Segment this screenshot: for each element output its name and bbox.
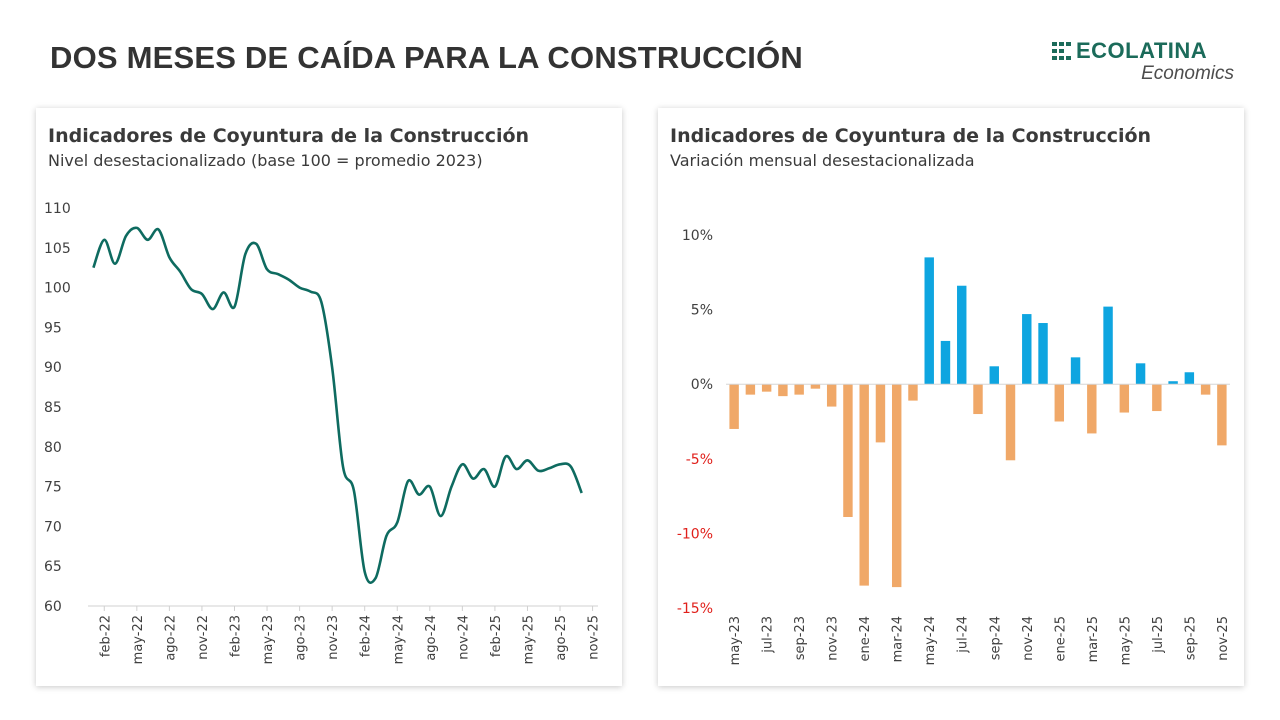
variation-chart-subtitle: Variación mensual desestacionalizada: [670, 151, 975, 170]
variation-bar: [1135, 363, 1146, 385]
y-tick-label: 90: [44, 360, 62, 376]
x-tick-label: ene-24: [858, 616, 873, 661]
level-chart-card: Indicadores de Coyuntura de la Construcc…: [36, 108, 622, 686]
y-tick-label: 70: [44, 519, 62, 535]
x-tick-label: sep-23: [793, 616, 808, 660]
variation-bar: [859, 384, 869, 586]
variation-bar: [989, 366, 999, 385]
x-tick-label: jul-24: [956, 616, 971, 654]
x-tick-label: sep-24: [988, 616, 1003, 660]
x-tick-label: nov-23: [326, 615, 341, 660]
variation-chart-title: Indicadores de Coyuntura de la Construcc…: [670, 125, 1152, 147]
x-tick-label: jul-25: [1151, 616, 1166, 654]
y-tick-label: 0%: [691, 377, 713, 393]
y-tick-label: -15%: [677, 601, 713, 617]
x-tick-label: jul-23: [761, 616, 776, 654]
y-tick-label: 105: [44, 241, 71, 257]
x-tick-label: ago-23: [294, 615, 309, 661]
y-tick-label: 60: [44, 599, 62, 615]
level-chart-title: Indicadores de Coyuntura de la Construcc…: [48, 125, 530, 147]
variation-bar: [1054, 384, 1065, 422]
variation-bar: [1087, 384, 1097, 434]
x-tick-label: nov-25: [1216, 616, 1231, 661]
logo-name: ECOLATINA: [1076, 38, 1208, 63]
variation-bar: [1038, 323, 1048, 385]
x-tick-label: nov-23: [826, 616, 841, 661]
variation-bar: [1022, 314, 1032, 385]
variation-bar: [957, 285, 967, 385]
y-tick-label: -5%: [686, 452, 713, 468]
y-tick-label: 10%: [682, 228, 713, 244]
x-tick-label: sep-25: [1183, 616, 1198, 660]
variation-chart-card: Indicadores de Coyuntura de la Construcc…: [658, 108, 1244, 686]
x-tick-label: feb-24: [359, 615, 374, 657]
logo-grid-icon: [1052, 42, 1072, 60]
variation-bar: [843, 384, 853, 517]
y-tick-label: 95: [44, 320, 62, 336]
x-tick-label: mar-24: [891, 616, 906, 662]
variation-bar-chart: 10% 5% 0% -5% -10% -15% may-23 jul-23 sep-23 nov-…: [677, 228, 1231, 665]
x-tick-label: ago-25: [554, 615, 569, 661]
y-tick-label: 5%: [691, 303, 713, 319]
y-tick-label: 80: [44, 440, 62, 456]
ecolatina-logo: ECOLATINA Economics: [1052, 38, 1242, 88]
level-chart-subtitle: Nivel desestacionalizado (base 100 = pro…: [48, 151, 483, 170]
x-tick-label: nov-22: [196, 615, 211, 660]
y-tick-label: 110: [44, 201, 71, 217]
variation-bar: [973, 384, 983, 415]
level-series-line: [92, 226, 583, 584]
y-tick-label: -10%: [677, 526, 713, 542]
y-tick-label: 65: [44, 559, 62, 575]
y-tick-label: 85: [44, 400, 62, 416]
variation-bar: [1200, 384, 1211, 395]
x-tick-label: may-22: [131, 615, 146, 664]
variation-bar: [1103, 306, 1113, 385]
x-tick-label: feb-25: [489, 615, 504, 657]
x-tick-label: may-25: [1118, 616, 1133, 665]
x-tick-label: may-23: [728, 616, 743, 665]
variation-bar: [1005, 384, 1016, 461]
variation-bar: [778, 384, 788, 397]
x-tick-label: ago-22: [163, 615, 178, 661]
variation-bar: [1168, 381, 1178, 385]
variation-bar: [924, 257, 934, 385]
variation-bar: [745, 384, 756, 395]
variation-bar: [940, 340, 951, 385]
variation-bar: [875, 384, 886, 443]
page-title: DOS MESES DE CAÍDA PARA LA CONSTRUCCIÓN: [50, 40, 803, 75]
x-tick-label: may-24: [923, 616, 938, 665]
x-tick-label: nov-25: [587, 615, 602, 660]
variation-bar: [1119, 384, 1130, 413]
x-tick-label: nov-24: [456, 615, 471, 660]
variation-bar: [1184, 372, 1195, 385]
variation-bar: [1152, 384, 1162, 412]
y-tick-label: 100: [44, 281, 71, 297]
x-tick-label: may-23: [261, 615, 276, 664]
x-tick-label: nov-24: [1021, 616, 1036, 661]
variation-bar: [729, 384, 739, 429]
x-tick-label: feb-23: [228, 615, 243, 657]
variation-bar: [908, 384, 918, 401]
variation-bar: [826, 384, 837, 407]
x-tick-label: may-25: [521, 615, 536, 664]
variation-bar: [1217, 384, 1227, 446]
variation-bar: [1070, 357, 1081, 385]
logo-subtitle: Economics: [1141, 63, 1234, 84]
x-tick-label: mar-25: [1086, 616, 1101, 662]
x-tick-label: feb-22: [98, 615, 113, 657]
level-line-chart: 110 105 100 95 90 85 80 75 70 65 60 feb-22 may-22 ago…: [44, 201, 602, 664]
y-tick-label: 75: [44, 480, 62, 496]
variation-bar: [891, 384, 902, 588]
variation-bar: [761, 384, 772, 392]
x-tick-label: may-24: [391, 615, 406, 664]
variation-bar: [794, 384, 804, 395]
x-tick-label: ago-24: [424, 615, 439, 661]
variation-bar: [810, 384, 821, 389]
x-tick-label: ene-25: [1053, 616, 1068, 661]
